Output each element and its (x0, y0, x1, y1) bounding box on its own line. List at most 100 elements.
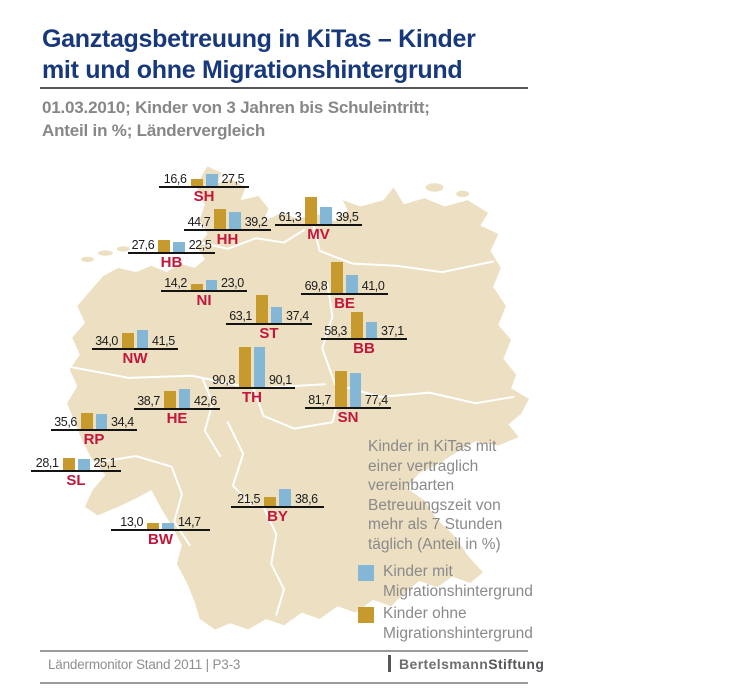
footer-rule-bottom (40, 682, 528, 684)
value-mit-migrationshintergrund: 42,6 (194, 394, 217, 408)
page-title: Ganztagsbetreuung in KiTas – Kinder mit … (42, 24, 476, 86)
bar-mit-migrationshintergrund (229, 211, 241, 229)
bar-mit-migrationshintergrund (162, 522, 174, 529)
bar-mit-migrationshintergrund (173, 242, 185, 252)
island (116, 246, 130, 252)
state-group-HH: 44,7 39,2 HH (184, 183, 271, 248)
state-baseline (51, 429, 137, 431)
state-baseline (128, 252, 215, 254)
state-abbr: SH (193, 188, 215, 205)
value-mit-migrationshintergrund: 27,5 (221, 172, 245, 186)
bar-mit-migrationshintergrund (279, 489, 291, 506)
bar-ohne-migrationshintergrund (264, 496, 276, 506)
value-mit-migrationshintergrund: 22,5 (188, 238, 212, 252)
value-mit-migrationshintergrund: 39,2 (244, 215, 268, 229)
state-bars: 38,7 42,6 (134, 362, 220, 408)
bar-ohne-migrationshintergrund (305, 197, 317, 224)
value-ohne-migrationshintergrund: 63,1 (229, 309, 252, 323)
state-group-BE: 69,8 41,0 BE (301, 247, 388, 312)
bar-mit-migrationshintergrund (349, 372, 362, 407)
state-abbr: ST (259, 325, 279, 342)
value-mit-migrationshintergrund: 39,5 (335, 210, 359, 224)
value-ohne-migrationshintergrund: 14,2 (164, 276, 187, 290)
island (97, 250, 114, 256)
value-mit-migrationshintergrund: 90,1 (269, 373, 292, 387)
state-group-BY: 21,5 38,6 BY (231, 460, 324, 525)
legend-label-line: Kinder ohne (383, 605, 467, 622)
bar-ohne-migrationshintergrund (121, 333, 134, 348)
state-baseline (305, 407, 391, 409)
state-abbr: SN (337, 409, 359, 426)
state-baseline (161, 290, 247, 292)
value-mit-migrationshintergrund: 37,4 (286, 309, 309, 323)
bar-ohne-migrationshintergrund (163, 391, 176, 408)
legend-label-line: Kinder mit (383, 563, 453, 580)
bar-mit-migrationshintergrund (205, 279, 218, 290)
value-ohne-migrationshintergrund: 16,6 (163, 172, 187, 186)
germany-outline (67, 166, 529, 630)
annotation-line: einer vertraglich (368, 457, 479, 475)
bar-mit-migrationshintergrund (253, 347, 266, 387)
legend-item-mit: Kinder mit Migrationshintergrund (358, 562, 533, 602)
value-ohne-migrationshintergrund: 69,8 (304, 279, 328, 293)
state-abbr: NI (196, 292, 212, 309)
brand-logo: Bertelsmann Stiftung (388, 655, 544, 672)
state-group-ST: 63,1 37,4 ST (226, 277, 312, 342)
state-bars: 90,8 90,1 (209, 341, 295, 387)
island (456, 190, 469, 198)
state-abbr: HB (160, 254, 183, 271)
subtitle-line-1: 01.03.2010; Kinder von 3 Jahren bis Schu… (42, 98, 430, 117)
legend-label-line: Migrationshintergrund (383, 625, 533, 642)
state-abbr: BE (334, 295, 355, 312)
legend: Kinder mit Migrationshintergrund Kinder … (358, 562, 533, 646)
legend-swatch-ohne-icon (358, 607, 374, 623)
bar-mit-migrationshintergrund (136, 329, 149, 348)
value-mit-migrationshintergrund: 25,1 (93, 456, 117, 470)
state-group-SH: 16,6 27,5 SH (159, 140, 249, 205)
state-baseline (231, 506, 324, 508)
state-group-BB: 58,3 37,1 BB (321, 292, 407, 357)
legend-item-ohne: Kinder ohne Migrationshintergrund (358, 604, 533, 644)
value-ohne-migrationshintergrund: 27,6 (131, 238, 155, 252)
annotation-line: vereinbarten (368, 477, 455, 494)
state-abbr: NW (122, 350, 148, 367)
value-ohne-migrationshintergrund: 44,7 (187, 215, 211, 229)
value-ohne-migrationshintergrund: 35,6 (54, 415, 77, 429)
state-bars: 81,7 77,4 (305, 361, 391, 407)
value-ohne-migrationshintergrund: 81,7 (308, 393, 331, 407)
value-ohne-migrationshintergrund: 13,0 (120, 515, 143, 529)
state-bars: 63,1 37,4 (226, 277, 312, 323)
state-bars: 13,0 14,7 (111, 483, 210, 529)
value-mit-migrationshintergrund: 77,4 (365, 393, 388, 407)
legend-label-mit: Kinder mit Migrationshintergrund (383, 562, 533, 602)
state-group-HB: 27,6 22,5 HB (128, 206, 215, 271)
state-group-SL: 28,1 25,1 SL (31, 424, 121, 489)
state-abbr: BY (267, 508, 288, 525)
state-abbr: BB (353, 340, 375, 357)
annotation-line: täglich (Anteil in %) (368, 535, 501, 553)
brand-name-normal: Bertelsmann (399, 655, 489, 672)
bar-mit-migrationshintergrund (320, 206, 332, 224)
bar-ohne-migrationshintergrund (190, 178, 203, 186)
bar-ohne-migrationshintergrund (190, 283, 203, 290)
state-group-TH: 90,8 90,1 TH (209, 341, 295, 406)
bar-mit-migrationshintergrund (178, 389, 191, 408)
legend-swatch-mit-icon (358, 565, 374, 581)
state-baseline (134, 408, 220, 410)
state-group-BW: 13,0 14,7 BW (111, 483, 210, 548)
value-mit-migrationshintergrund: 37,1 (381, 324, 404, 338)
value-ohne-migrationshintergrund: 58,3 (324, 324, 347, 338)
value-mit-migrationshintergrund: 41,5 (152, 334, 175, 348)
state-baseline (111, 529, 210, 531)
value-ohne-migrationshintergrund: 38,7 (137, 394, 160, 408)
bar-ohne-migrationshintergrund (255, 295, 268, 323)
state-group-MV: 61,3 39,5 MV (275, 178, 362, 243)
state-group-SN: 81,7 77,4 SN (305, 361, 391, 426)
state-bars: 27,6 22,5 (128, 206, 215, 252)
footer-rule-top (40, 650, 528, 652)
state-bars: 35,6 34,4 (51, 383, 137, 429)
state-baseline (275, 224, 362, 226)
state-abbr: MV (307, 226, 330, 243)
value-ohne-migrationshintergrund: 61,3 (278, 210, 302, 224)
